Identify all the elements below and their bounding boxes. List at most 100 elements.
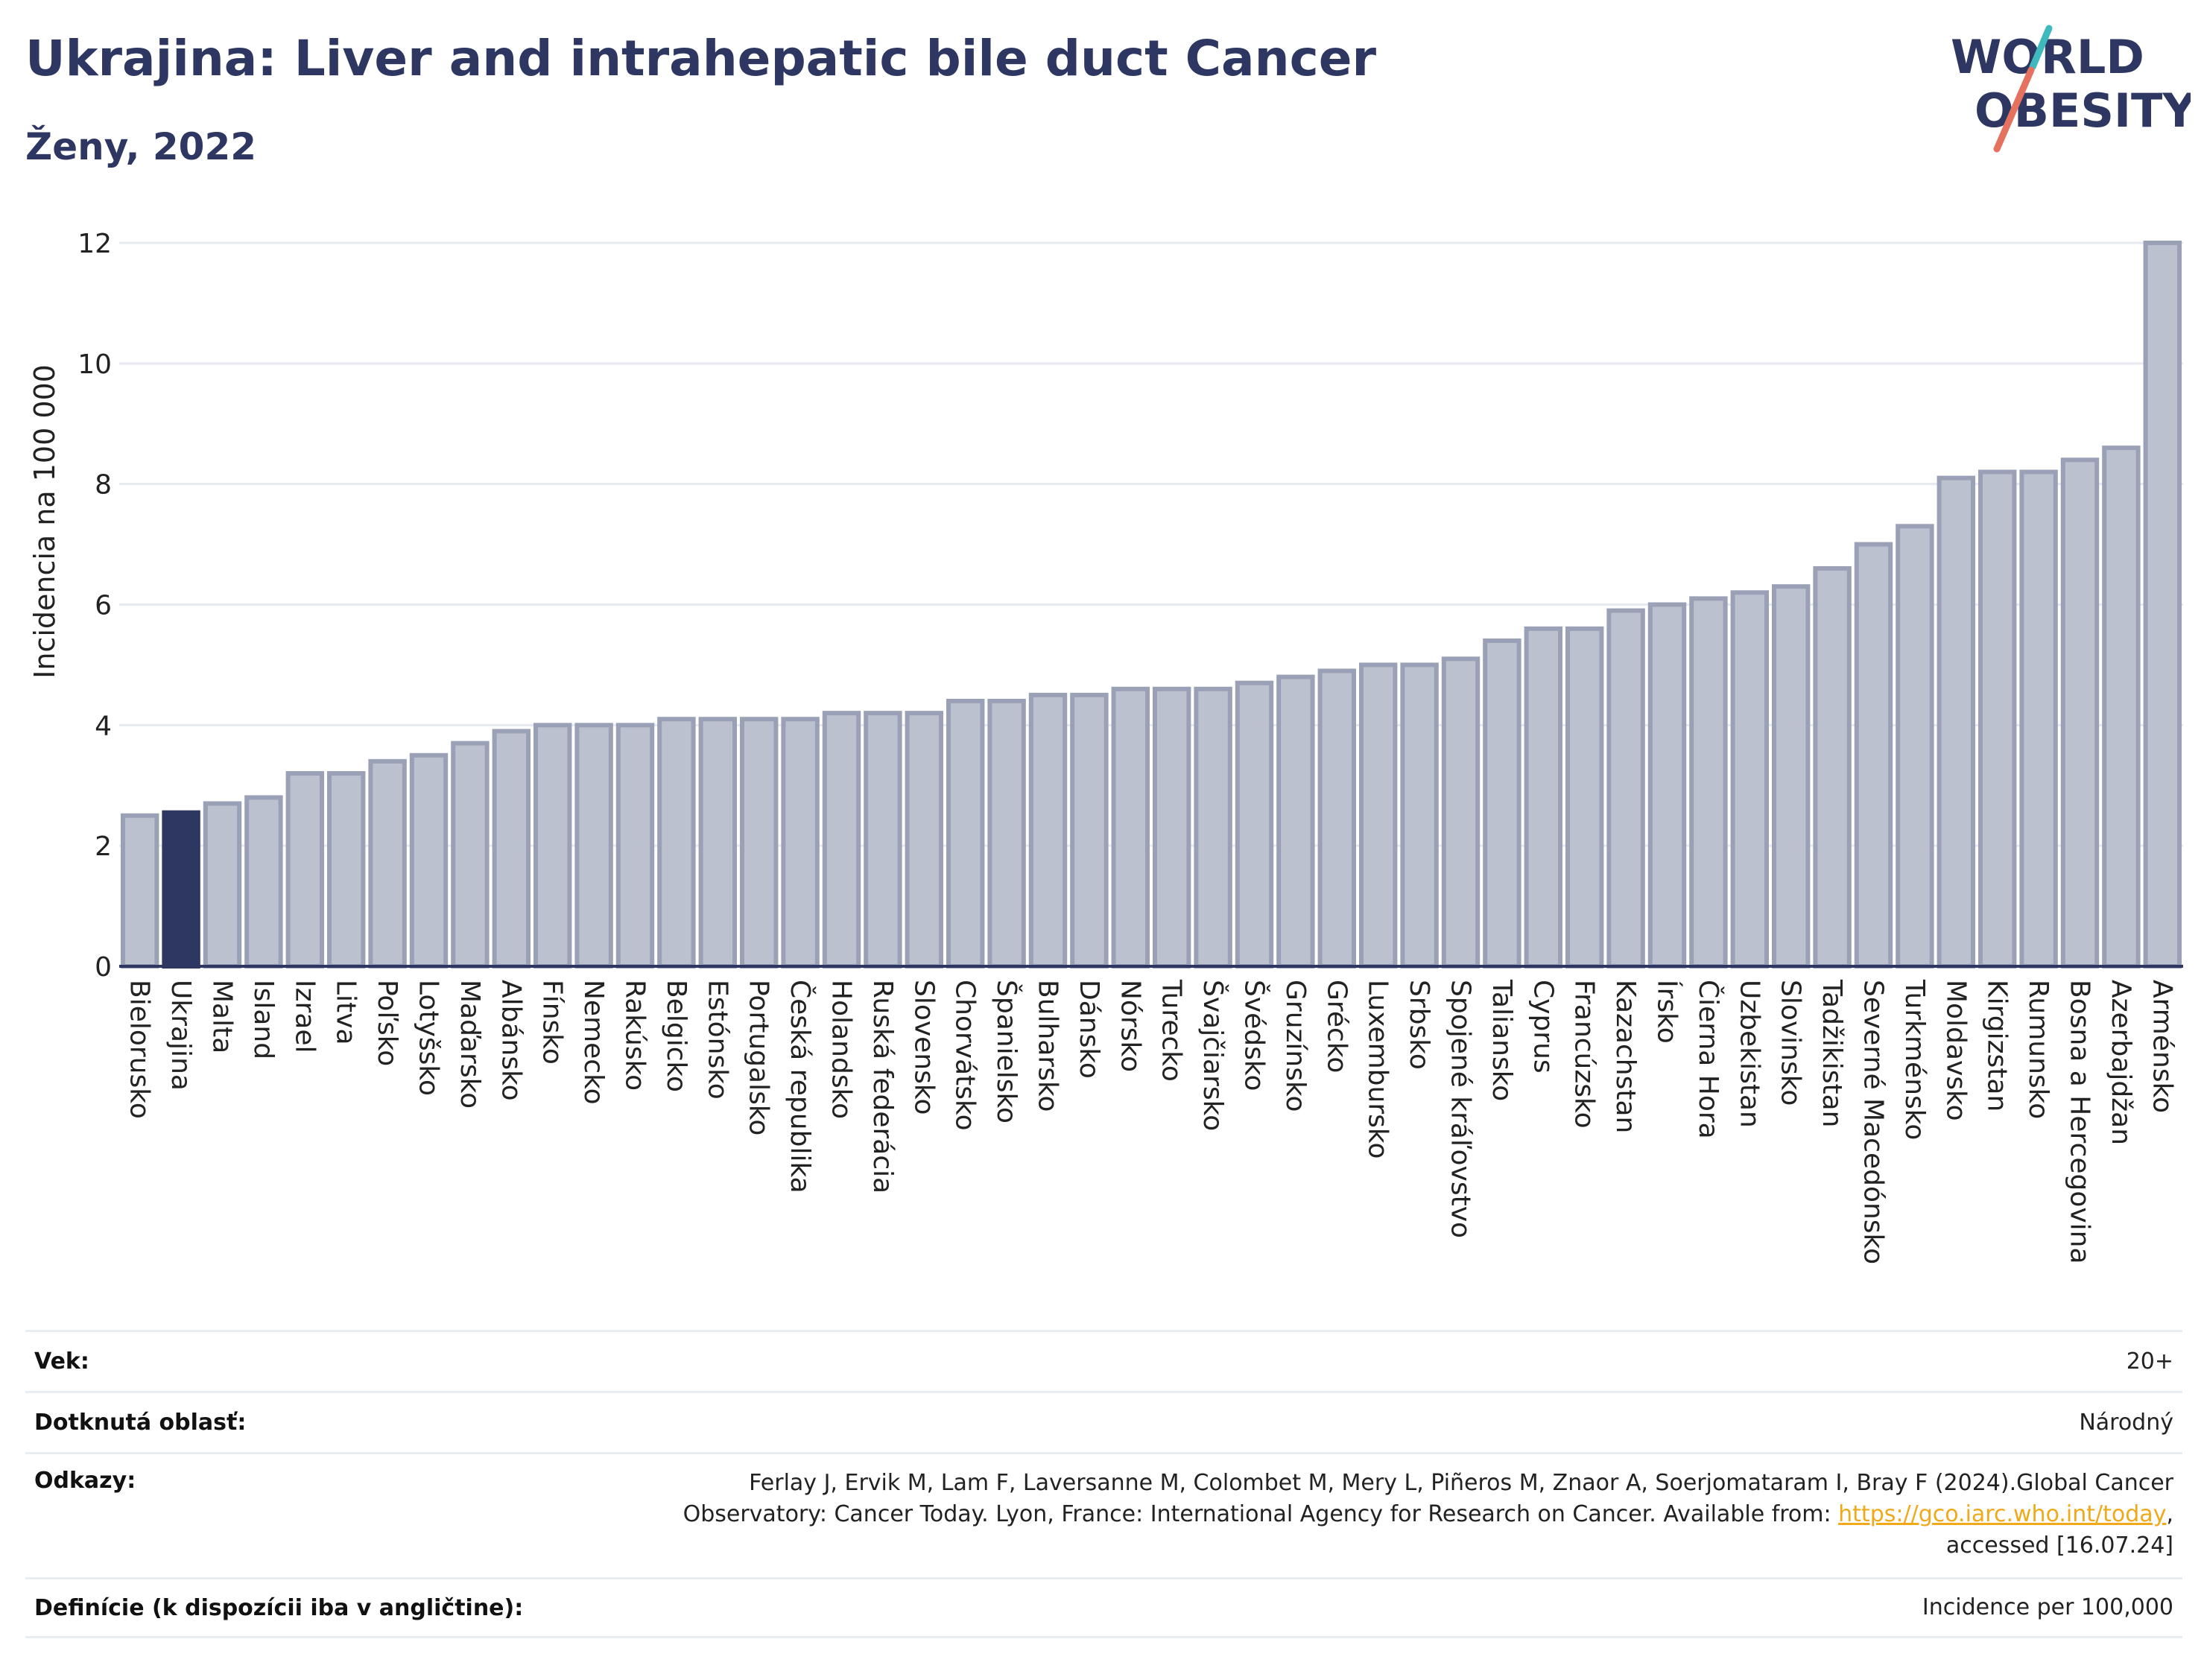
x-tick-label: Gruzínsko [1280, 980, 1311, 1112]
definitions-value: Incidence per 100,000 [1922, 1594, 2173, 1620]
info-table: Vek: 20+ Dotknutá oblasť: Národný Odkazy… [25, 1330, 2182, 1638]
x-tick-label: Rumunsko [2023, 980, 2053, 1119]
x-tick-label: Nemecko [578, 980, 609, 1105]
bar [1647, 602, 1687, 969]
bar [905, 711, 944, 969]
y-tick-label: 8 [95, 470, 112, 501]
bar [822, 711, 861, 969]
x-tick-label: Izrael [289, 980, 320, 1053]
age-value: 20+ [2126, 1348, 2173, 1375]
x-tick-label: Portugalsko [744, 980, 774, 1135]
x-tick-label: Belgicko [661, 980, 691, 1092]
y-tick-label: 6 [95, 591, 112, 621]
x-tick-label: Česká republika [785, 980, 816, 1194]
info-row-refs: Odkazy: Ferlay J, Ervik M, Lam F, Lavers… [25, 1452, 2182, 1577]
bar-chart: 0 2 4 6 8 10 12 Bielorusko Ukrajina Malta Island I… [77, 229, 2183, 1264]
bar [244, 795, 283, 969]
x-tick-label: Dánsko [1074, 980, 1104, 1079]
x-tick-label: Litva [331, 980, 361, 1045]
bar [781, 717, 820, 969]
x-tick-label: Arménsko [2147, 980, 2177, 1113]
x-tick-label: Španielsko [991, 980, 1022, 1123]
bar-highlight [162, 810, 200, 969]
bar [492, 729, 531, 969]
x-tick-label: Estónsko [702, 980, 732, 1100]
world-obesity-logo: WORLD OBESITY [1951, 25, 2191, 153]
definitions-label: Definície (k dispozícii iba v angličtine… [34, 1594, 524, 1621]
x-tick-label: Ruská federácia [867, 980, 898, 1194]
refs-link[interactable]: https://gco.iarc.who.int/today [1838, 1501, 2167, 1527]
x-tick-label: Cyprus [1527, 980, 1558, 1074]
info-row-area: Dotknutá oblasť: Národný [25, 1391, 2182, 1452]
x-tick-label: Tadžikistan [1817, 979, 1847, 1127]
x-tick-label: Nórsko [1115, 980, 1145, 1072]
x-tick-label: Poľsko [372, 980, 402, 1066]
bar [1937, 475, 1976, 969]
x-tick-label: Luxembursko [1363, 980, 1393, 1158]
info-row-definitions: Definície (k dispozícii iba v angličtine… [25, 1577, 2182, 1638]
x-tick-label: Slovensko [908, 980, 939, 1115]
bar [739, 717, 779, 969]
bar [1854, 542, 1893, 969]
x-tick-label: Chorvátsko [950, 980, 981, 1131]
bar [2102, 446, 2141, 969]
age-label: Vek: [34, 1348, 89, 1375]
bar [451, 741, 490, 969]
bar [409, 752, 449, 969]
x-tick-label: Lotyšsko [414, 980, 444, 1096]
bar [1565, 626, 1604, 969]
logo-slash-red [1993, 66, 2035, 153]
x-tick-label: Grécko [1321, 980, 1352, 1073]
x-tick-label: Island [248, 980, 279, 1059]
area-label: Dotknutá oblasť: [34, 1410, 247, 1436]
x-tick-label: Slovinsko [1776, 980, 1806, 1106]
bar [1028, 692, 1068, 969]
bar [285, 771, 325, 969]
bar [1400, 662, 1439, 969]
bar [1317, 668, 1357, 969]
bar [120, 813, 159, 969]
refs-label: Odkazy: [34, 1468, 136, 1494]
x-tick-label: Uzbekistan [1734, 980, 1764, 1128]
x-tick-label: Bulharsko [1033, 980, 1063, 1112]
x-tick-label: Švédsko [1239, 980, 1270, 1091]
y-tick-labels: 0 2 4 6 8 10 12 [77, 229, 112, 983]
bar [1152, 686, 1191, 969]
bar [657, 717, 696, 969]
x-tick-label: Fínsko [537, 980, 568, 1065]
x-tick-label: Maďarsko [455, 980, 485, 1109]
y-tick-label: 12 [77, 229, 112, 259]
bar [1111, 686, 1150, 969]
bar [533, 723, 572, 969]
bar [946, 698, 985, 969]
bar [1441, 656, 1481, 969]
y-tick-label: 10 [77, 349, 112, 380]
bar [1070, 692, 1109, 969]
x-tick-label: Holandsko [826, 980, 857, 1119]
x-tick-labels: Bielorusko Ukrajina Malta Island Izrael Litva… [124, 979, 2178, 1264]
bar [698, 717, 738, 969]
x-tick-label: Čierna Hora [1693, 980, 1724, 1139]
bar [1896, 524, 1934, 969]
bar [987, 698, 1026, 969]
refs-line-2-end: , [2166, 1501, 2173, 1527]
bar [1730, 590, 1770, 969]
bar [368, 758, 407, 969]
area-value: Národný [2079, 1409, 2173, 1436]
bar [2143, 241, 2182, 969]
x-tick-label: Srbsko [1404, 980, 1434, 1070]
bar [1194, 686, 1232, 969]
bar [1483, 638, 1521, 969]
x-tick-label: Spojené kráľovstvo [1445, 980, 1476, 1238]
chart-subtitle: Ženy, 2022 [25, 125, 257, 168]
x-tick-label: Malta [207, 980, 238, 1053]
refs-line-3: accessed [16.07.24] [1945, 1532, 2173, 1559]
x-tick-label: Severné Macedónsko [1858, 980, 1889, 1264]
y-tick-label: 4 [95, 711, 112, 741]
bar [864, 711, 902, 969]
x-tick-label: Francúzsko [1569, 980, 1600, 1129]
bar [1235, 680, 1274, 969]
y-tick-label: 2 [95, 831, 112, 862]
refs-value: Ferlay J, Ervik M, Lam F, Laversanne M, … [683, 1468, 2182, 1562]
bar [1524, 626, 1563, 969]
